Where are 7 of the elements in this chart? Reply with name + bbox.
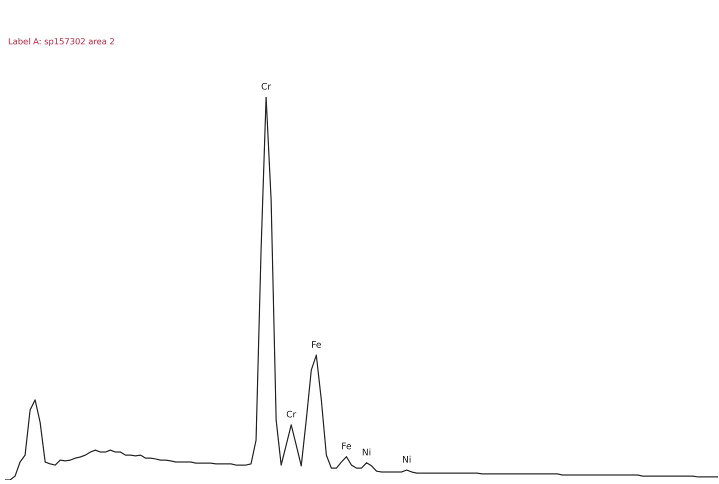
annotation: Cr <box>286 410 296 418</box>
annotation: Fe <box>312 341 321 348</box>
text: Label A: sp157302 area 2 <box>8 38 114 46</box>
annotation: Cr <box>262 82 272 90</box>
annotation: Ni <box>402 456 410 463</box>
annotation: Fe <box>342 442 352 450</box>
annotation: Ni <box>362 448 370 456</box>
